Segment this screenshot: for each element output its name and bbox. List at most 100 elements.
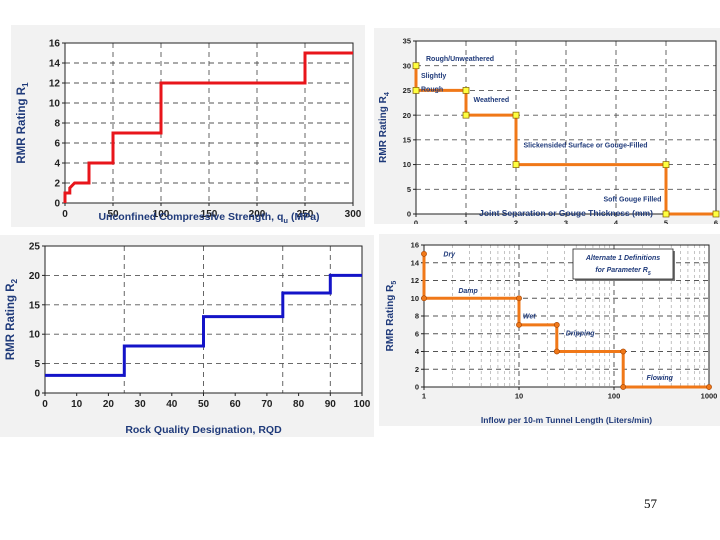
x-axis-title: Joint Separation or Gouge Thickness (mm) (479, 208, 653, 218)
data-point (412, 87, 420, 94)
y-tick-label: 8 (54, 119, 60, 130)
y-tick-label: 35 (403, 37, 411, 46)
x-tick-label: 2 (514, 219, 518, 225)
x-tick-label: 50 (198, 399, 210, 410)
x-tick-label: 1000 (701, 392, 718, 401)
x-tick-label: 80 (293, 399, 305, 410)
data-point (421, 250, 427, 257)
data-point (620, 348, 627, 355)
x-tick-label: 150 (201, 209, 218, 220)
x-tick-label: 100 (354, 399, 371, 410)
data-point (512, 111, 520, 119)
y-tick-label: 20 (403, 111, 411, 120)
y-tick-label: 4 (54, 159, 60, 170)
x-axis-title: Unconfined Compressive Strength, qu (MPa… (98, 211, 319, 225)
y-tick-label: 0 (34, 389, 40, 400)
annotation: Weathered (474, 97, 510, 104)
y-tick-label: 15 (403, 135, 411, 144)
x-tick-label: 70 (261, 399, 273, 410)
y-tick-label: 0 (415, 383, 419, 392)
x-tick-label: 10 (515, 392, 523, 401)
chart-r2-panel: 0 10 20 30 40 50 60 70 80 90 100 0 5 10 15 20 25 Rock Qua… (0, 235, 374, 437)
annotation: Damp (458, 288, 478, 295)
legend-box-line2-sub: 5 (648, 271, 651, 277)
annotation: - Dripping (561, 331, 595, 338)
legend-box-line1: Alternate 1 Definitions (585, 255, 660, 262)
gridlines (424, 245, 709, 387)
legend-box (572, 248, 674, 280)
y-axis-title-main: RMR Rating R (16, 86, 28, 163)
x-axis-title-main: Joint Separation or Gouge Thickness (mm) (479, 208, 653, 218)
x-tick-label: 50 (107, 209, 119, 220)
y-axis-title-main: RMR Rating R (385, 284, 396, 351)
chart-r1: 0 50 100 150 200 250 300 0 2 4 6 8 10 12 14 16 Unconfine… (11, 25, 365, 227)
y-axis-title-sub: 4 (382, 92, 391, 96)
y-tick-label: 12 (49, 79, 61, 90)
y-tick-label: 25 (29, 242, 41, 253)
y-tick-label: 10 (411, 294, 419, 303)
y-tick-label: 8 (415, 312, 419, 321)
y-tick-label: 20 (29, 271, 41, 282)
y-tick-label: 14 (411, 258, 420, 267)
x-tick-label: 20 (103, 399, 115, 410)
x-axis-title-sub: u (283, 216, 288, 225)
series-line (45, 273, 362, 377)
annotation: Dry (443, 252, 456, 259)
chart-r5: 1 10 100 1000 0 2 4 6 8 10 12 14 16 Inflow per 10-m T… (379, 234, 720, 426)
y-tick-label: 2 (54, 179, 60, 190)
data-point (553, 348, 560, 355)
x-tick-label: 30 (135, 399, 147, 410)
chart-r5-panel: 1 10 100 1000 0 2 4 6 8 10 12 14 16 Inflow per 10-m T… (379, 234, 720, 426)
data-point (512, 161, 520, 168)
x-axis-title-main: Unconfined Compressive Strength, q (98, 211, 283, 223)
y-tick-label: 10 (29, 330, 41, 341)
y-tick-label: 16 (49, 39, 61, 50)
y-tick-label: 16 (411, 241, 419, 250)
x-tick-label: 0 (414, 219, 418, 225)
x-tick-label: 3 (564, 219, 568, 225)
x-axis-title-suffix: (MPa) (288, 211, 320, 223)
x-tick-label: 6 (714, 219, 718, 225)
y-tick-label: 25 (403, 86, 411, 95)
annotation: Slightly (421, 73, 446, 80)
y-axis-title-main: RMR Rating R (378, 95, 389, 162)
annotation: Slickensided Surface or Gouge-Filled (524, 142, 648, 149)
y-tick-label: 0 (54, 199, 60, 210)
y-axis-title-main: RMR Rating R (5, 283, 17, 360)
x-axis-title-main: Rock Quality Designation, RQD (125, 424, 282, 436)
data-point (712, 210, 720, 218)
x-tick-label: 200 (249, 209, 266, 220)
y-axis-title: RMR Rating R2 (5, 278, 19, 360)
chart-r4: 0 1 2 3 4 5 6 0 5 10 15 20 25 30 35 Joint Separation or… (374, 28, 720, 224)
data-point (412, 62, 420, 70)
legend-box-line2: for Parameter R5 (595, 267, 651, 277)
x-tick-label: 100 (153, 209, 170, 220)
x-tick-label: 4 (614, 219, 619, 225)
y-axis-title: RMR Rating R5 (385, 281, 398, 352)
data-point (662, 161, 670, 168)
x-tick-label: 5 (664, 219, 668, 225)
y-axis-title-sub: 5 (389, 281, 398, 285)
x-axis-title-main: Inflow per 10-m Tunnel Length (Liters/mi… (481, 415, 652, 425)
y-axis-title-sub: 1 (21, 82, 30, 87)
annotation: Rough (421, 86, 443, 93)
x-tick-label: 60 (230, 399, 242, 410)
y-tick-label: 6 (415, 329, 419, 338)
x-tick-label: 0 (62, 209, 68, 220)
x-tick-label: 250 (297, 209, 314, 220)
x-tick-label: 1 (422, 392, 426, 401)
y-tick-label: 2 (415, 365, 419, 374)
y-tick-label: 4 (415, 347, 420, 356)
x-tick-label: 1 (464, 219, 468, 225)
page-number: 57 (644, 496, 657, 511)
x-tick-label: 0 (42, 399, 48, 410)
data-point (706, 384, 712, 390)
chart-r4-panel: 0 1 2 3 4 5 6 0 5 10 15 20 25 30 35 Joint Separation or… (374, 28, 720, 224)
x-axis-title: Rock Quality Designation, RQD (125, 424, 282, 436)
y-tick-label: 10 (403, 160, 411, 169)
x-tick-label: 300 (345, 209, 362, 220)
x-tick-label: 90 (325, 399, 337, 410)
data-point (516, 321, 522, 328)
y-axis-title: RMR Rating R1 (16, 82, 30, 164)
data-point (462, 87, 470, 94)
